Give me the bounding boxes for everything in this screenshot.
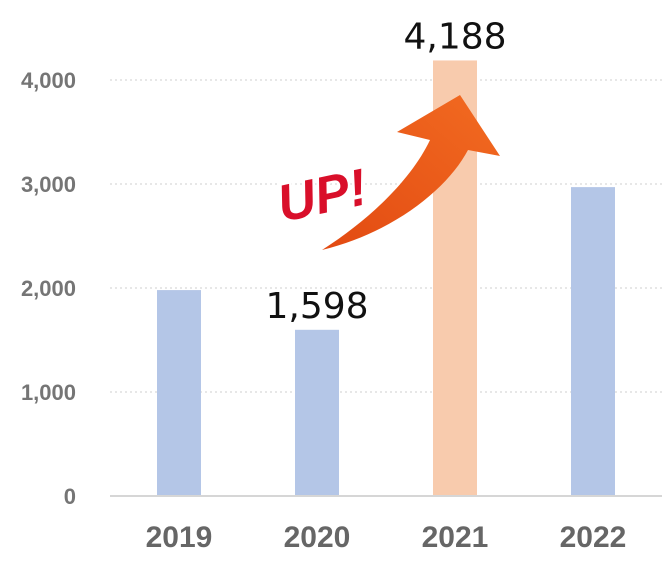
bar-2022	[571, 187, 615, 496]
data-label: 1,598	[265, 286, 368, 327]
up-arrow-icon	[322, 95, 500, 250]
bar-2020	[295, 329, 339, 496]
y-tick-label: 4,000	[21, 68, 76, 93]
up-annotation-text: UP!	[272, 158, 372, 233]
data-labels: 1,598 4,188	[265, 16, 506, 326]
bar-2019	[157, 290, 201, 496]
data-label: 4,188	[403, 16, 506, 57]
bars	[157, 60, 615, 497]
x-tick-label: 2020	[284, 521, 351, 554]
x-axis-tick-labels: 2019 2020 2021 2022	[146, 521, 627, 554]
y-tick-label: 3,000	[21, 172, 76, 197]
y-tick-label: 0	[64, 484, 76, 509]
x-tick-label: 2022	[560, 521, 627, 554]
x-tick-label: 2021	[422, 521, 489, 554]
y-tick-label: 2,000	[21, 276, 76, 301]
gridlines	[110, 79, 662, 393]
x-tick-label: 2019	[146, 521, 213, 554]
y-tick-label: 1,000	[21, 380, 76, 405]
y-axis-tick-labels: 0 1,000 2,000 3,000 4,000	[21, 68, 76, 509]
